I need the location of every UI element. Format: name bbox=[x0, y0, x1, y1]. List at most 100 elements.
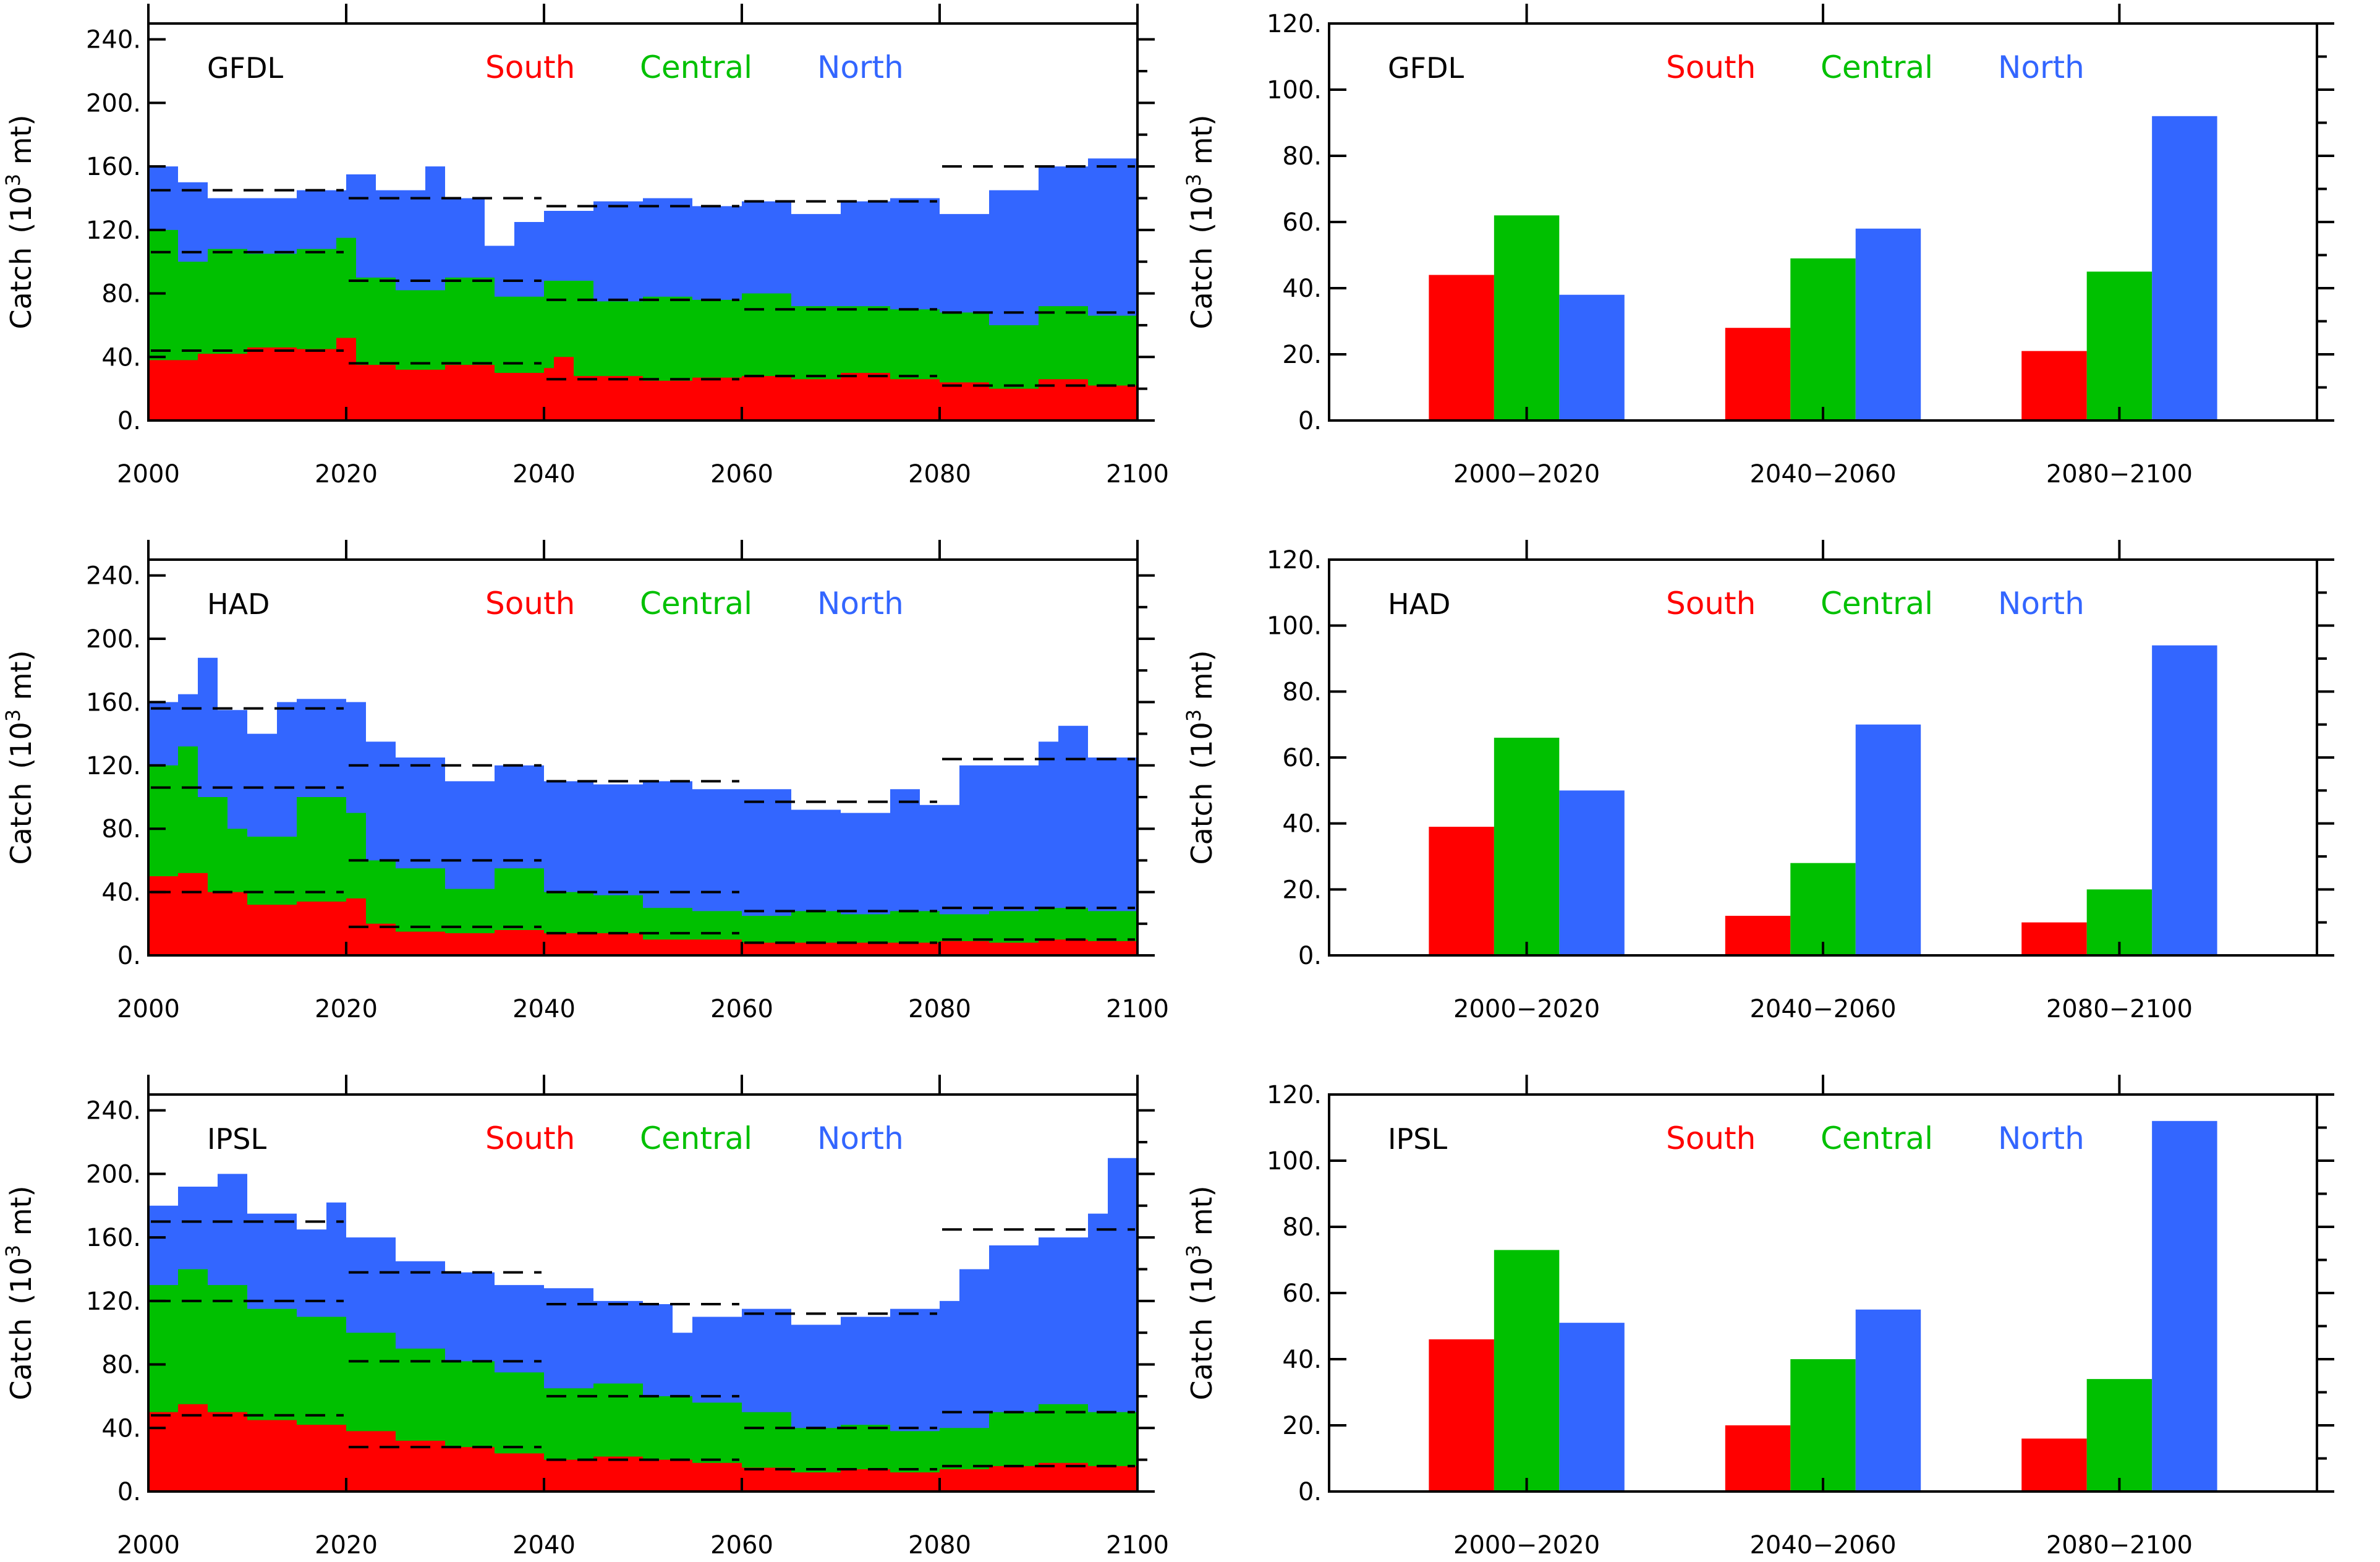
y-axis-unit-exponent: 3 bbox=[1182, 1245, 1205, 1257]
area-series-south bbox=[148, 1404, 1137, 1492]
legend-central: Central bbox=[1821, 1120, 1933, 1156]
bar-central bbox=[2086, 271, 2153, 420]
bar-central bbox=[1790, 1359, 1856, 1492]
y-tick-label: 0. bbox=[1298, 942, 1322, 970]
area-chart-gfdl: 2000 2020 2040 2060 2080 2100 0. 40. 80. 120. 160.… bbox=[1, 4, 1169, 489]
y-tick-label: 200. bbox=[86, 89, 141, 117]
bar-central bbox=[1790, 258, 1856, 420]
y-tick-label: 40. bbox=[1282, 275, 1322, 303]
bar-north bbox=[1559, 790, 1625, 955]
bar-south bbox=[1429, 827, 1494, 955]
y-tick-label: 0. bbox=[117, 407, 141, 435]
y-axis-unit-tail: mt) bbox=[4, 1185, 38, 1244]
legend-south: South bbox=[485, 49, 575, 85]
y-tick-label: 40. bbox=[101, 1414, 141, 1443]
x-tick-label: 2100 bbox=[1106, 460, 1169, 489]
legend-central: Central bbox=[1821, 49, 1933, 85]
panel-title: IPSL bbox=[1388, 1122, 1448, 1156]
y-tick-label: 80. bbox=[101, 280, 141, 309]
y-tick-label: 100. bbox=[1267, 1147, 1322, 1176]
legend-north: North bbox=[817, 49, 904, 85]
y-tick-label: 60. bbox=[1282, 744, 1322, 772]
y-tick-label: 120. bbox=[1267, 546, 1322, 574]
x-tick-label: 2000 bbox=[117, 995, 180, 1023]
y-axis-label-text: Catch bbox=[4, 247, 38, 330]
x-category-label: 2040−2060 bbox=[1749, 1531, 1896, 1560]
legend-north: North bbox=[1998, 586, 2085, 621]
y-tick-label: 120. bbox=[86, 752, 141, 780]
y-axis-label: Catch (103 mt) bbox=[1182, 1185, 1218, 1400]
x-category-label: 2040−2060 bbox=[1749, 460, 1896, 489]
bar-central bbox=[1494, 215, 1560, 420]
x-tick-label: 2020 bbox=[315, 995, 378, 1023]
area-chart-ipsl: 2000 2020 2040 2060 2080 2100 0. 40. 80. 120. 160.… bbox=[1, 1075, 1169, 1560]
y-tick-label: 120. bbox=[86, 216, 141, 245]
y-tick-label: 160. bbox=[86, 153, 141, 181]
y-tick-label: 200. bbox=[86, 625, 141, 654]
y-tick-label: 100. bbox=[1267, 612, 1322, 641]
y-tick-label: 0. bbox=[1298, 1478, 1322, 1506]
legend-central: Central bbox=[640, 586, 752, 621]
y-tick-label: 120. bbox=[1267, 10, 1322, 38]
y-axis-label: Catch (103 mt) bbox=[1182, 114, 1218, 329]
panel-title: IPSL bbox=[207, 1122, 267, 1156]
x-tick-label: 2000 bbox=[117, 460, 180, 489]
y-tick-label: 40. bbox=[1282, 1346, 1322, 1374]
y-tick-label: 40. bbox=[101, 343, 141, 372]
x-tick-label: 2060 bbox=[710, 995, 773, 1023]
y-tick-label: 240. bbox=[86, 562, 141, 591]
bar-south bbox=[2021, 922, 2087, 955]
bar-south bbox=[1429, 275, 1494, 420]
bar-south bbox=[2021, 351, 2087, 420]
y-axis-label-text: Catch bbox=[4, 1318, 38, 1401]
y-axis-label: Catch (103 mt) bbox=[1, 650, 38, 864]
x-tick-label: 2060 bbox=[710, 1531, 773, 1560]
panel-title: GFDL bbox=[1388, 51, 1464, 85]
bar-central bbox=[1790, 863, 1856, 955]
y-axis-unit-tail: mt) bbox=[4, 114, 38, 173]
y-tick-label: 80. bbox=[101, 1351, 141, 1380]
y-tick-label: 80. bbox=[1282, 1213, 1322, 1242]
x-tick-label: 2100 bbox=[1106, 995, 1169, 1023]
bar-south bbox=[1725, 916, 1791, 955]
legend-central: Central bbox=[640, 49, 752, 85]
x-tick-label: 2060 bbox=[710, 460, 773, 489]
y-tick-label: 240. bbox=[86, 26, 141, 54]
legend-south: South bbox=[1666, 586, 1756, 621]
y-tick-label: 60. bbox=[1282, 208, 1322, 237]
legend-north: North bbox=[1998, 49, 2085, 85]
x-tick-label: 2020 bbox=[315, 460, 378, 489]
bar-north bbox=[1559, 1323, 1625, 1492]
bar-south bbox=[1725, 328, 1791, 420]
area-series-central bbox=[148, 746, 1137, 955]
y-axis-unit-exponent: 3 bbox=[1182, 174, 1205, 186]
y-axis-label-text: Catch bbox=[1185, 247, 1218, 330]
y-axis-unit-exponent: 3 bbox=[1, 709, 25, 722]
legend-central: Central bbox=[640, 1120, 752, 1156]
y-tick-label: 100. bbox=[1267, 76, 1322, 105]
x-category-label: 2080−2100 bbox=[2046, 460, 2193, 489]
y-axis-unit-tail: mt) bbox=[1185, 114, 1218, 173]
bar-north bbox=[2152, 1120, 2217, 1492]
y-axis-unit-base: (10 bbox=[1185, 186, 1218, 233]
legend-south: South bbox=[1666, 1120, 1756, 1156]
legend-north: North bbox=[1998, 1120, 2085, 1156]
y-tick-label: 120. bbox=[1267, 1081, 1322, 1109]
y-axis-unit-base: (10 bbox=[4, 1257, 38, 1304]
y-tick-label: 160. bbox=[86, 688, 141, 717]
bar-north bbox=[1855, 724, 1921, 955]
y-tick-label: 80. bbox=[1282, 142, 1322, 171]
y-tick-label: 20. bbox=[1282, 341, 1322, 369]
bar-central bbox=[1494, 738, 1560, 955]
y-tick-label: 240. bbox=[86, 1097, 141, 1125]
y-axis-label-text: Catch bbox=[1185, 783, 1218, 865]
y-tick-label: 80. bbox=[101, 815, 141, 843]
plot-frame bbox=[147, 22, 1139, 422]
bar-north bbox=[1559, 294, 1625, 420]
y-axis-unit-base: (10 bbox=[4, 186, 38, 233]
bar-south bbox=[2021, 1438, 2087, 1492]
bar-north bbox=[2152, 116, 2217, 421]
y-axis-unit-tail: mt) bbox=[1185, 650, 1218, 709]
legend-south: South bbox=[1666, 49, 1756, 85]
